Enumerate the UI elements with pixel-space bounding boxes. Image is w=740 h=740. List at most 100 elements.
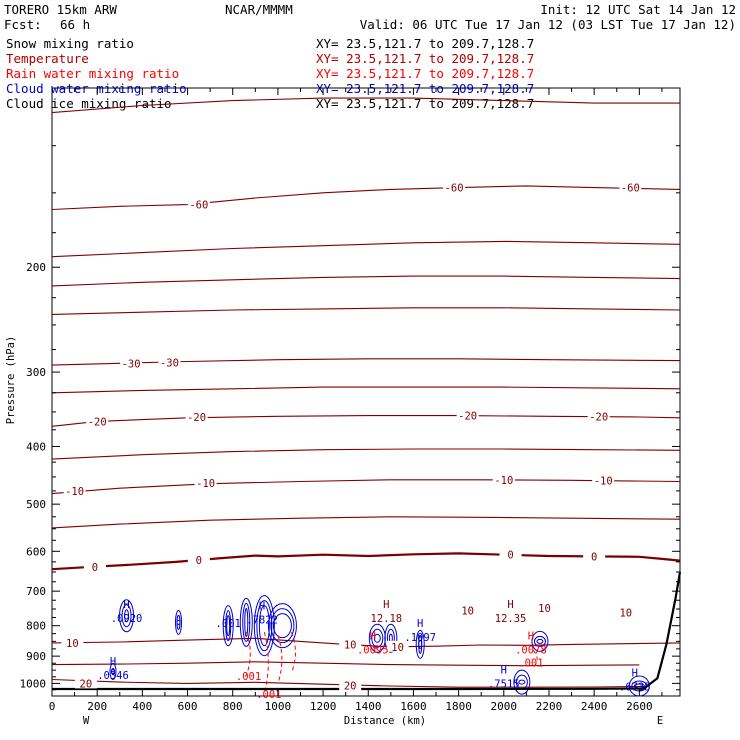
x-tick-label: 2200 (536, 700, 563, 713)
cloud-water-contour (267, 603, 297, 649)
temperature-contour (51, 516, 681, 529)
cloud-water-contour (270, 608, 295, 644)
cloud-water-contour (533, 635, 546, 647)
y-tick-label: 500 (26, 498, 46, 511)
temperature-label-bg (83, 560, 106, 572)
extremum-value: .6735 (619, 682, 651, 694)
temperature-label-bg (187, 553, 210, 565)
cloud-water-contour (226, 615, 231, 637)
extrema-labels: H12.18H12.35H.0346H.1097H.6735H.7515H.09… (97, 599, 650, 701)
temperature-label-bg (533, 601, 556, 613)
temperature-label: -20 (88, 416, 107, 428)
temperature-contour (51, 661, 640, 667)
axis-ticks: 0 200 400 600 800 1000 1200 1400 1600 1800 2000 220… (20, 87, 680, 713)
temperature-label-bg (592, 474, 615, 486)
cloud-water-contour (119, 599, 135, 633)
plot-frame (51, 87, 681, 697)
cloud-water-contour (110, 668, 115, 674)
cloud-water-contour (513, 669, 531, 695)
y-tick-label: 200 (26, 261, 46, 274)
temperature-label: -60 (445, 183, 464, 195)
extremum-mark: H (259, 600, 265, 612)
temperature-labels: -60 -60 -60 -30 -30 -20 -20 -20 -20 -10 -10 -10 -10 0… (61, 181, 642, 692)
temperature-label: 10 (344, 639, 357, 651)
temperature-contour (51, 97, 680, 114)
temperature-contour (51, 386, 681, 394)
temperature-label: -10 (594, 475, 613, 487)
field-xy-range: XY= 23.5,121.7 to 209.7,128.7 (316, 66, 534, 81)
cloud-water-contour (244, 607, 249, 637)
rain-contour (372, 646, 378, 651)
y-tick-label: 600 (26, 545, 46, 558)
temperature-label: 0 (92, 562, 98, 574)
temperature-label-bg (587, 410, 610, 422)
temperature-label: -20 (187, 412, 206, 424)
temperature-label: -10 (196, 478, 215, 490)
temperature-label-bg (619, 181, 642, 193)
temperature-label-bg (443, 181, 466, 193)
temperature-label: -20 (458, 411, 477, 423)
temperature-label-bg (499, 548, 522, 560)
cloud-water-contour (518, 679, 526, 685)
extremum-value: .001 (256, 689, 281, 701)
temperature-label: 20 (344, 680, 357, 692)
x-tick-label: 600 (178, 700, 198, 713)
cloud-water-contour (253, 595, 275, 657)
temperature-label-bg (185, 411, 208, 423)
cloud-water-contour (225, 610, 232, 642)
temperature-contour (51, 185, 681, 211)
temperature-label-bg (158, 356, 181, 368)
temperature-label-bg (74, 677, 97, 689)
x-tick-label: 1800 (445, 700, 472, 713)
cloud-water-contour (272, 613, 292, 639)
cloud-water-contour (242, 602, 251, 642)
cloud-water-contour (384, 623, 398, 653)
x-tick-label: 1000 (265, 700, 292, 713)
fcst-label: Fcst: (4, 17, 42, 32)
temperature-contour (51, 448, 681, 460)
field-name: Cloud ice mixing ratio (6, 96, 172, 111)
terrain-surface (52, 571, 682, 691)
init-time: Init: 12 UTC Sat 14 Jan 12 (540, 2, 736, 17)
cloud-water-contour (175, 609, 183, 635)
rain-contour (277, 635, 283, 684)
temperature-label: -10 (494, 475, 513, 487)
temperature-label-bg (120, 357, 143, 369)
temperature-label-bg (61, 636, 84, 648)
temperature-label: -30 (160, 357, 179, 369)
cloud-water-contour (258, 605, 270, 647)
plot-area: -60 -60 -60 -30 -30 -20 -20 -20 -20 -10 -10 -10 -10 0… (20, 87, 682, 713)
temperature-label-bg (86, 415, 109, 427)
cloud-water-contour (256, 600, 273, 652)
rain-contour (532, 649, 538, 668)
extremum-value: .0920 (111, 613, 143, 625)
cloud-water-contour (222, 605, 234, 647)
temperature-label: -60 (621, 183, 640, 195)
temperature-label: -30 (122, 358, 141, 370)
temperature-label: 0 (507, 550, 513, 562)
extremum-mark: H (417, 618, 423, 630)
rain-contour (245, 631, 251, 676)
temperature-label: 20 (80, 678, 93, 690)
temperature-label: -60 (189, 200, 208, 212)
cloud-water-contour (371, 628, 384, 648)
extremum-value: .0346 (97, 670, 129, 682)
extremum-mark: H (501, 665, 507, 677)
extremum-value: .001 (236, 671, 261, 683)
extremum-value: 12.18 (371, 613, 403, 625)
x-tick-label: 800 (223, 700, 243, 713)
temperature-label-bg (194, 477, 217, 489)
field-name: Rain water mixing ratio (6, 66, 179, 81)
x-tick-label: 0 (49, 700, 56, 713)
cloud-water-contour (415, 629, 425, 659)
cloud-water-contour (124, 609, 130, 623)
temperature-label-bg (492, 473, 515, 485)
temperature-contour (51, 479, 681, 495)
temperature-contour (51, 415, 681, 427)
y-tick-label: 400 (26, 440, 46, 453)
cloud-mixing-features (109, 595, 650, 697)
field-xy-range: XY= 23.5,121.7 to 209.7,128.7 (316, 51, 534, 66)
extremum-value: .0095 (357, 644, 389, 656)
extremum-mark: H (370, 630, 376, 642)
